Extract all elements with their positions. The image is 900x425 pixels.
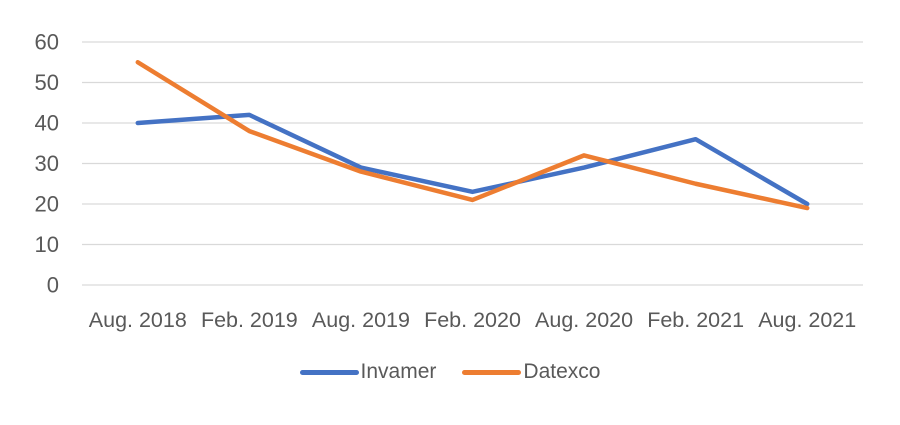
x-axis-category-label: Aug. 2020 [535,308,633,332]
x-axis-category-label: Aug. 2019 [312,308,410,332]
y-axis-tick-label: 60 [35,30,59,55]
legend-label-invamer: Invamer [360,360,437,383]
legend-item-datexco: Datexco [462,358,600,386]
legend-swatch-datexco [462,369,522,375]
plot-area: 0 10 20 30 40 50 60 Aug. 2018 Feb. 2019 Aug. 2019… [35,30,863,332]
y-axis-tick-label: 30 [35,151,59,176]
x-axis-category-label: Aug. 2021 [758,308,856,332]
y-axis-tick-label: 50 [35,70,59,95]
legend-swatch-invamer [299,369,359,375]
y-axis-tick-label: 10 [35,232,59,257]
x-axis-category-label: Feb. 2020 [424,308,521,332]
x-axis-category-label: Feb. 2019 [201,308,298,332]
x-axis-category-label: Feb. 2021 [647,308,744,332]
y-axis-tick-label: 40 [35,111,59,136]
x-axis-category-label: Aug. 2018 [89,308,187,332]
legend-item-invamer: Invamer [299,358,437,386]
series-line-datexco [135,60,810,211]
series-line-invamer [135,112,810,207]
legend-label-datexco: Datexco [523,360,601,383]
legend: Invamer Datexco [0,358,900,386]
y-axis-tick-label: 20 [35,192,59,217]
y-axis-tick-label: 0 [47,273,59,298]
